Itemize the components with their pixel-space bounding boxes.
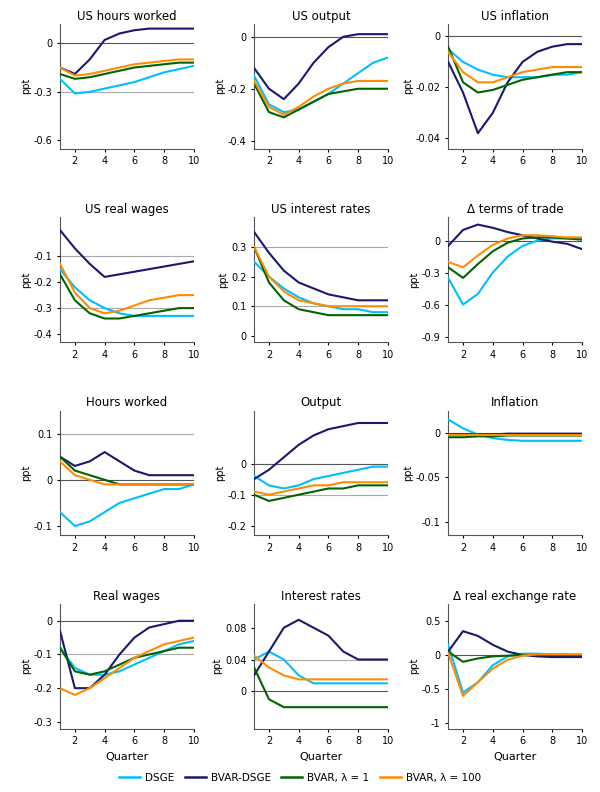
Y-axis label: ppt: ppt <box>21 465 31 481</box>
Y-axis label: ppt: ppt <box>403 78 413 94</box>
Y-axis label: ppt: ppt <box>212 658 222 675</box>
Title: US output: US output <box>292 10 350 23</box>
X-axis label: Quarter: Quarter <box>493 752 537 762</box>
Title: Real wages: Real wages <box>94 590 160 603</box>
Legend: DSGE, BVAR-DSGE, BVAR, λ = 1, BVAR, λ = 100: DSGE, BVAR-DSGE, BVAR, λ = 1, BVAR, λ = … <box>115 768 485 786</box>
Title: US inflation: US inflation <box>481 10 549 23</box>
Title: Δ terms of trade: Δ terms of trade <box>467 203 563 216</box>
Title: Hours worked: Hours worked <box>86 396 167 409</box>
Title: Inflation: Inflation <box>491 396 539 409</box>
Y-axis label: ppt: ppt <box>409 272 419 287</box>
Y-axis label: ppt: ppt <box>409 658 419 675</box>
Title: Interest rates: Interest rates <box>281 590 361 603</box>
Y-axis label: ppt: ppt <box>218 272 228 287</box>
Y-axis label: ppt: ppt <box>215 78 225 94</box>
X-axis label: Quarter: Quarter <box>299 752 343 762</box>
Y-axis label: ppt: ppt <box>215 465 225 481</box>
Y-axis label: ppt: ppt <box>21 272 31 287</box>
Title: Δ real exchange rate: Δ real exchange rate <box>454 590 577 603</box>
Title: Output: Output <box>301 396 341 409</box>
Y-axis label: ppt: ppt <box>21 658 31 675</box>
Y-axis label: ppt: ppt <box>21 78 31 94</box>
Title: US hours worked: US hours worked <box>77 10 177 23</box>
Y-axis label: ppt: ppt <box>403 465 413 481</box>
Title: US real wages: US real wages <box>85 203 169 216</box>
X-axis label: Quarter: Quarter <box>105 752 149 762</box>
Title: US interest rates: US interest rates <box>271 203 371 216</box>
